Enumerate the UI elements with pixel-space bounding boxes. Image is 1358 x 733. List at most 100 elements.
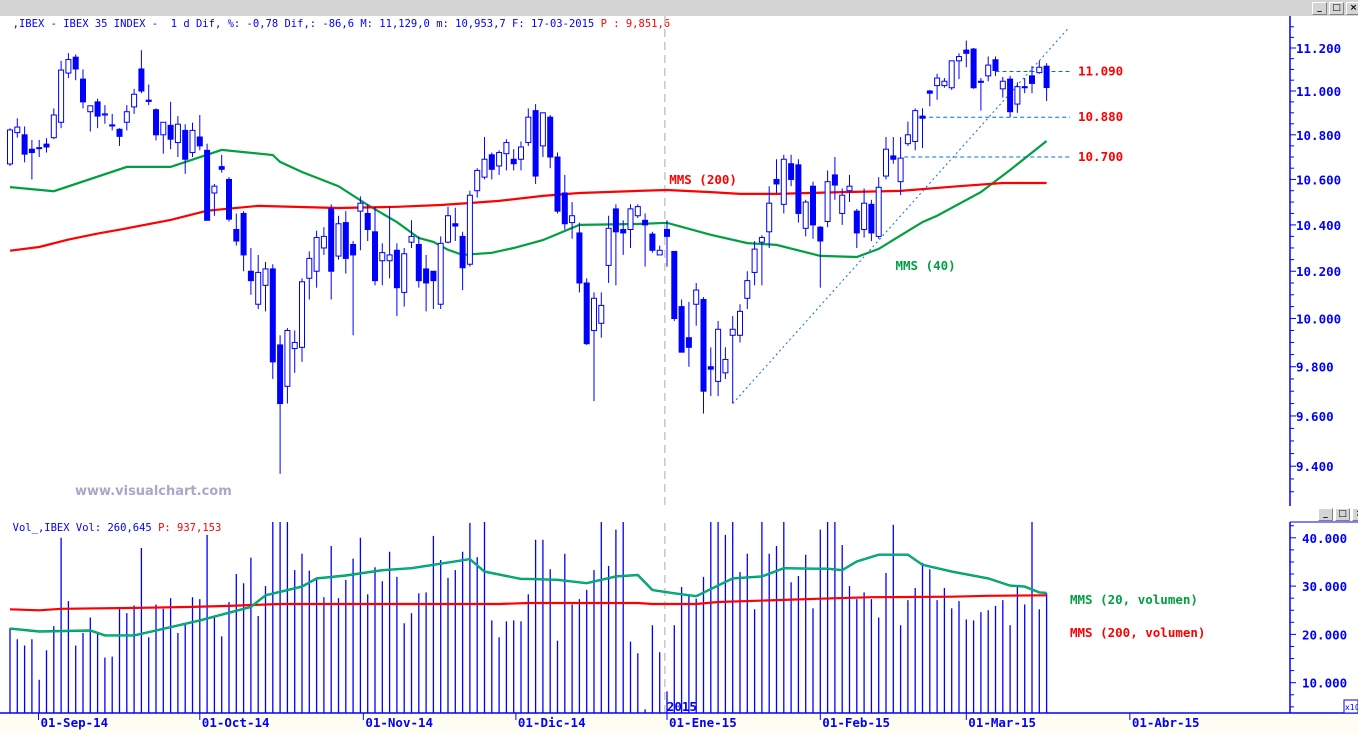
candle-body-down — [145, 99, 152, 102]
candle — [50, 108, 57, 140]
candle-body-up — [386, 254, 393, 262]
candle-body-down — [28, 148, 35, 154]
price-header-p: P : 9,851,6 — [600, 18, 671, 30]
candle — [751, 241, 758, 286]
candle-body-down — [561, 192, 568, 225]
candle-body-up — [693, 289, 700, 305]
candle — [634, 204, 641, 219]
candle — [269, 264, 276, 379]
candle-body-down — [853, 210, 860, 234]
ma-annotation: MMS (40) — [895, 258, 955, 273]
volume-multiplier-label: x10 — [1345, 703, 1358, 712]
candle-body-up — [299, 281, 305, 348]
candle — [1014, 82, 1021, 113]
candle-body-up — [160, 121, 167, 136]
maximize-button[interactable]: □ — [1329, 2, 1344, 15]
candle — [116, 128, 123, 146]
candle — [605, 215, 612, 283]
candle-body-down — [532, 110, 539, 177]
candle — [831, 157, 838, 200]
candle-body-down — [620, 228, 627, 234]
candle-body-down — [226, 178, 232, 220]
candle — [423, 254, 430, 312]
candle-body-up — [357, 202, 364, 212]
candle — [182, 124, 189, 174]
volume-close-button[interactable]: × — [1352, 508, 1358, 521]
candle-body-down — [167, 124, 174, 140]
candle-body-up — [14, 126, 21, 134]
candle-body-up — [729, 328, 736, 336]
candle — [393, 243, 400, 317]
candle-body-down — [138, 68, 145, 92]
mms40-line — [9, 140, 1048, 259]
volume-maximize-button[interactable]: □ — [1335, 508, 1350, 521]
candle — [291, 330, 298, 373]
candle — [335, 215, 342, 260]
candle-body-up — [50, 114, 57, 139]
candle-body-up — [335, 223, 342, 257]
candle — [547, 115, 554, 169]
candle — [364, 204, 371, 242]
candle — [824, 170, 831, 228]
candle-body-up — [875, 186, 882, 237]
candle — [671, 250, 678, 321]
candle-body-down — [788, 163, 795, 180]
candle-body-up — [474, 169, 481, 192]
candle — [452, 207, 459, 242]
candle-body-down — [182, 129, 189, 160]
candle-body-up — [262, 268, 269, 286]
candle — [539, 112, 546, 158]
candle-body-up — [401, 253, 408, 293]
candle — [80, 69, 86, 109]
candle — [437, 236, 444, 309]
volume-multiplier-box — [1343, 699, 1358, 714]
candle — [87, 105, 94, 132]
candle — [591, 292, 597, 402]
candle — [101, 105, 108, 124]
candle — [415, 236, 422, 288]
candle-body-up — [737, 310, 743, 336]
candle — [992, 56, 999, 76]
date-axis-label: 01-Nov-14 — [365, 715, 433, 730]
price-axis-label: 9.800 — [1296, 360, 1334, 375]
candle-body-down — [612, 208, 619, 233]
candle — [189, 122, 196, 158]
candle — [1007, 75, 1014, 118]
candle-body-down — [116, 128, 123, 137]
candle-body-up — [437, 242, 444, 305]
candle — [861, 188, 868, 238]
candle-body-up — [101, 113, 108, 116]
volume-pane-window-controls: _ □ × — [1318, 508, 1358, 521]
candle-body-up — [722, 358, 729, 374]
candle-body-down — [277, 344, 284, 405]
price-pane-header: ,IBEX - IBEX 35 INDEX - 1 d Dif, %: -0,7… — [0, 0, 1358, 30]
candle — [445, 206, 451, 244]
date-axis-label: 01-Sep-14 — [40, 715, 108, 730]
close-button[interactable]: × — [1346, 2, 1358, 15]
candle — [642, 213, 649, 267]
candle — [1021, 78, 1028, 94]
candle — [277, 335, 284, 474]
candle-body-down — [153, 109, 159, 136]
candle — [357, 196, 364, 251]
candle-body-down — [109, 124, 116, 127]
candle — [700, 297, 707, 414]
candle — [678, 299, 685, 353]
candle-body-up — [7, 129, 13, 165]
candle — [897, 137, 904, 196]
candle — [664, 220, 670, 267]
candle-body-up — [861, 202, 868, 230]
candle — [320, 227, 327, 255]
candle — [744, 271, 751, 309]
candle-body-down — [970, 48, 977, 89]
candle-body-down — [707, 366, 714, 370]
candle — [488, 152, 495, 180]
candle — [649, 231, 656, 253]
candle-body-up — [780, 158, 787, 205]
price-axis-label: 10.000 — [1296, 312, 1341, 327]
candle — [28, 139, 35, 180]
minimize-button[interactable]: _ — [1312, 2, 1327, 15]
volume-minimize-button[interactable]: _ — [1318, 508, 1333, 521]
candle-body-down — [664, 228, 670, 237]
